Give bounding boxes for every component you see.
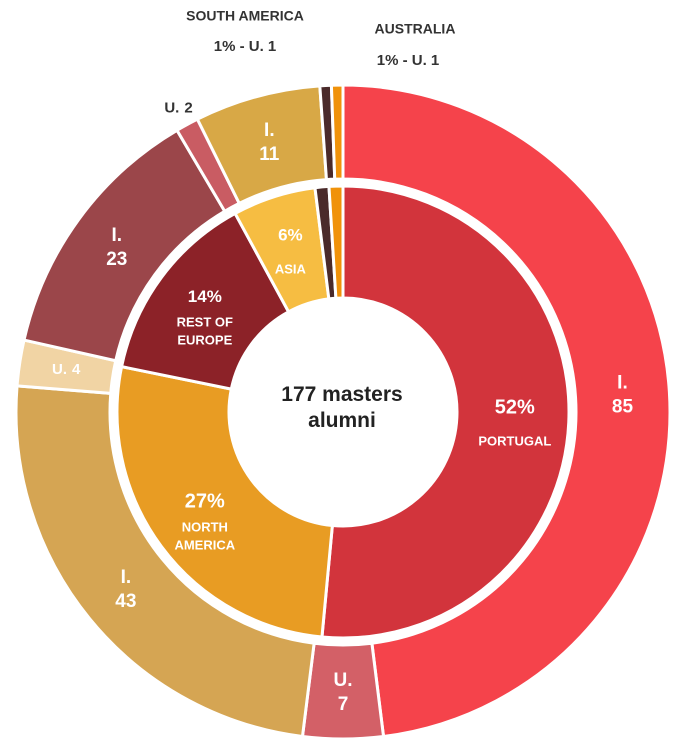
outer-slice bbox=[300, 641, 386, 741]
outer-label-name: U. bbox=[52, 361, 67, 378]
category-label: REST OF EUROPE bbox=[177, 315, 233, 348]
category-label: AUSTRALIA bbox=[375, 21, 456, 37]
category-line: EUROPE bbox=[177, 333, 232, 348]
outer-label: I. 11 bbox=[259, 120, 280, 165]
category-label: SOUTH AMERICA bbox=[186, 8, 304, 24]
outer-label-value: 43 bbox=[115, 591, 136, 612]
value-label: 1% - U. 1 bbox=[214, 38, 277, 55]
outer-label: U. 7 bbox=[334, 670, 353, 715]
outer-label-name: I. bbox=[264, 120, 275, 141]
outer-label-name: U. bbox=[164, 100, 179, 117]
outer-label: I. 23 bbox=[106, 225, 127, 270]
outer-label-value: 7 bbox=[338, 694, 349, 715]
inner-slice bbox=[327, 184, 345, 300]
outer-label: U. 4 bbox=[52, 361, 81, 378]
outer-label-value: 85 bbox=[612, 397, 634, 418]
outer-label: I. 43 bbox=[115, 567, 136, 612]
center-label: 177 masters alumni bbox=[281, 383, 403, 432]
outer-label-value: 11 bbox=[259, 144, 280, 165]
category-line: REST OF bbox=[177, 315, 233, 330]
outer-slice bbox=[329, 83, 345, 181]
outer-label-name: I. bbox=[617, 373, 628, 394]
value-label: 1% - U. 1 bbox=[377, 52, 440, 69]
category-label: ASIA bbox=[275, 262, 307, 277]
category-line: AMERICA bbox=[174, 538, 235, 553]
category-label: NORTH AMERICA bbox=[174, 520, 235, 553]
outer-slice bbox=[14, 384, 316, 739]
inner-slice bbox=[320, 184, 571, 640]
outer-label: I. 85 bbox=[612, 373, 634, 418]
outer-label-name: I. bbox=[121, 567, 132, 588]
outer-label-value: 23 bbox=[106, 249, 127, 270]
outer-label-name: I. bbox=[111, 225, 122, 246]
value-label: 52% bbox=[495, 396, 535, 418]
value-label: 14% bbox=[188, 287, 222, 306]
value-label: 27% bbox=[185, 491, 225, 513]
outer-label-value: 4 bbox=[72, 361, 81, 378]
center-hole bbox=[231, 300, 455, 524]
category-label: PORTUGAL bbox=[478, 433, 551, 448]
outer-label-name: U. bbox=[334, 670, 353, 691]
value-label: 6% bbox=[278, 226, 303, 245]
outer-slice bbox=[341, 83, 672, 739]
category-line: NORTH bbox=[182, 520, 228, 535]
outer-label: U. 2 bbox=[164, 100, 192, 117]
outer-label-value: 2 bbox=[184, 100, 192, 117]
inner-slice bbox=[115, 364, 335, 639]
